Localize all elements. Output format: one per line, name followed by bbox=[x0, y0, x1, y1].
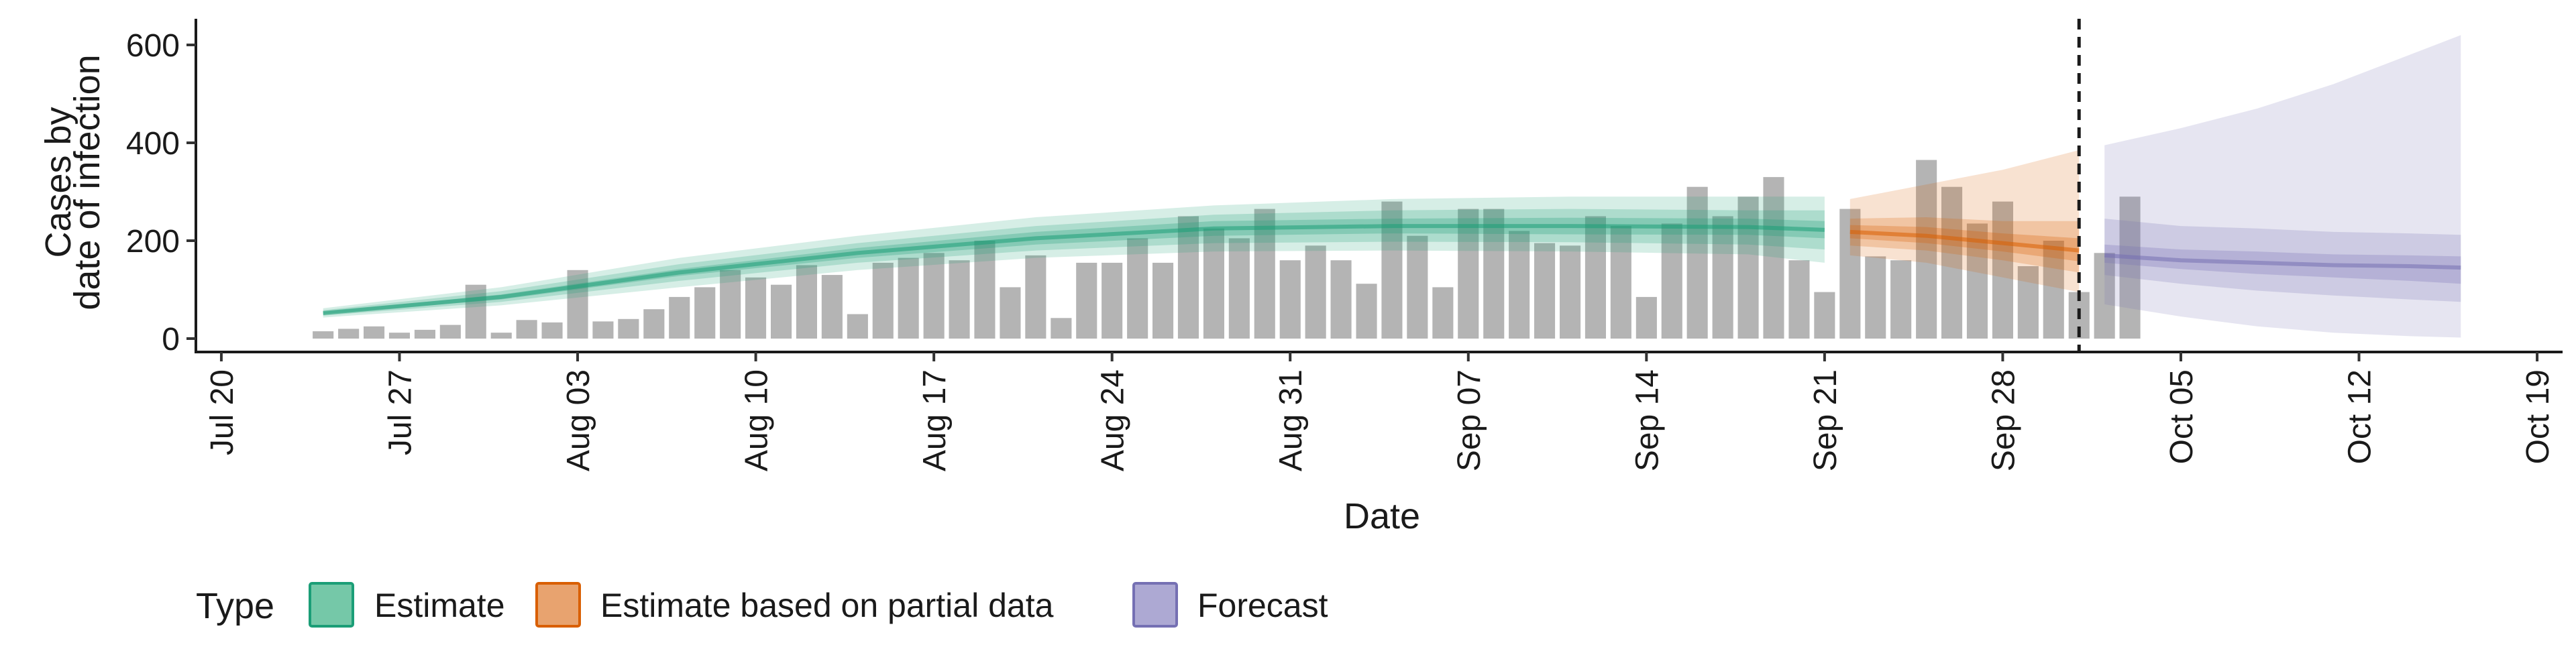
case-bar bbox=[1865, 256, 1886, 339]
case-bar bbox=[1636, 297, 1657, 339]
case-bar bbox=[592, 321, 613, 339]
case-bar bbox=[1229, 238, 1250, 339]
case-bar bbox=[1305, 245, 1326, 339]
legend-swatch-partial bbox=[537, 583, 580, 626]
legend-label-partial: Estimate based on partial data bbox=[600, 587, 1054, 624]
case-bar bbox=[1356, 284, 1377, 339]
case-bar bbox=[1152, 263, 1173, 339]
case-bar bbox=[771, 285, 792, 339]
y-ticks: 0 200 400 600 bbox=[126, 28, 196, 357]
x-tick-label: Oct 12 bbox=[2343, 369, 2378, 464]
case-bar bbox=[1000, 287, 1020, 339]
case-bar bbox=[1814, 292, 1835, 339]
case-bar bbox=[949, 260, 970, 339]
case-bar bbox=[1280, 260, 1301, 339]
legend-label-estimate: Estimate bbox=[374, 587, 505, 624]
case-bar bbox=[1432, 287, 1453, 339]
x-tick-label: Aug 24 bbox=[1095, 369, 1131, 471]
x-tick-label: Aug 10 bbox=[739, 369, 775, 471]
case-bar bbox=[389, 333, 410, 339]
case-bar bbox=[669, 297, 690, 339]
case-bar bbox=[1407, 236, 1428, 339]
legend-swatch-forecast bbox=[1134, 583, 1177, 626]
case-bar bbox=[491, 333, 512, 339]
x-tick-label: Aug 31 bbox=[1273, 369, 1309, 471]
case-bar bbox=[847, 314, 868, 339]
x-ticks: Jul 20 Jul 27 Aug 03 Aug 10 Aug 17 Aug 24 Aug … bbox=[205, 352, 2556, 471]
y-tick-label: 400 bbox=[126, 126, 180, 162]
case-bar bbox=[440, 325, 461, 339]
case-bar bbox=[643, 309, 664, 339]
y-tick-label: 200 bbox=[126, 224, 180, 259]
x-tick-label: Sep 28 bbox=[1986, 369, 2021, 471]
y-tick-label: 0 bbox=[162, 322, 180, 357]
case-bar bbox=[364, 327, 384, 339]
x-tick-label: Jul 27 bbox=[383, 369, 419, 455]
case-bar bbox=[796, 266, 817, 339]
case-bar bbox=[542, 322, 563, 339]
case-bar bbox=[1788, 260, 1809, 339]
legend-swatch-estimate bbox=[310, 583, 353, 626]
case-bar bbox=[694, 287, 715, 339]
y-tick-label: 600 bbox=[126, 28, 180, 64]
case-bar bbox=[745, 278, 766, 339]
case-bar bbox=[1890, 260, 1911, 339]
case-bar bbox=[618, 319, 639, 339]
case-bar bbox=[898, 258, 919, 339]
case-bar bbox=[1331, 260, 1352, 339]
case-bar bbox=[415, 330, 435, 339]
case-bar bbox=[313, 331, 333, 339]
x-tick-label: Aug 17 bbox=[917, 369, 953, 471]
legend: Type Estimate Estimate based on partial … bbox=[196, 583, 1328, 626]
case-bar bbox=[517, 320, 537, 339]
x-tick-label: Aug 03 bbox=[561, 369, 596, 471]
case-bar bbox=[1051, 318, 1071, 339]
x-tick-label: Sep 14 bbox=[1629, 369, 1665, 471]
x-tick-label: Oct 05 bbox=[2164, 369, 2200, 464]
legend-label-forecast: Forecast bbox=[1197, 587, 1328, 624]
case-bar bbox=[1534, 243, 1555, 339]
case-bar bbox=[822, 275, 843, 339]
case-bar bbox=[1560, 245, 1580, 339]
case-bar bbox=[924, 253, 945, 339]
legend-title: Type bbox=[196, 586, 274, 626]
x-tick-label: Oct 19 bbox=[2520, 369, 2556, 464]
x-tick-label: Sep 07 bbox=[1452, 369, 1487, 471]
x-axis-title: Date bbox=[1344, 496, 1420, 536]
case-bar bbox=[1102, 263, 1122, 339]
case-bar bbox=[873, 263, 894, 339]
case-bar bbox=[1076, 263, 1097, 339]
y-axis-title-line-2: date of infection bbox=[67, 54, 107, 310]
x-tick-label: Jul 20 bbox=[205, 369, 240, 455]
case-bar bbox=[1025, 255, 1046, 339]
x-tick-label: Sep 21 bbox=[1808, 369, 1843, 471]
case-bar bbox=[338, 329, 359, 339]
